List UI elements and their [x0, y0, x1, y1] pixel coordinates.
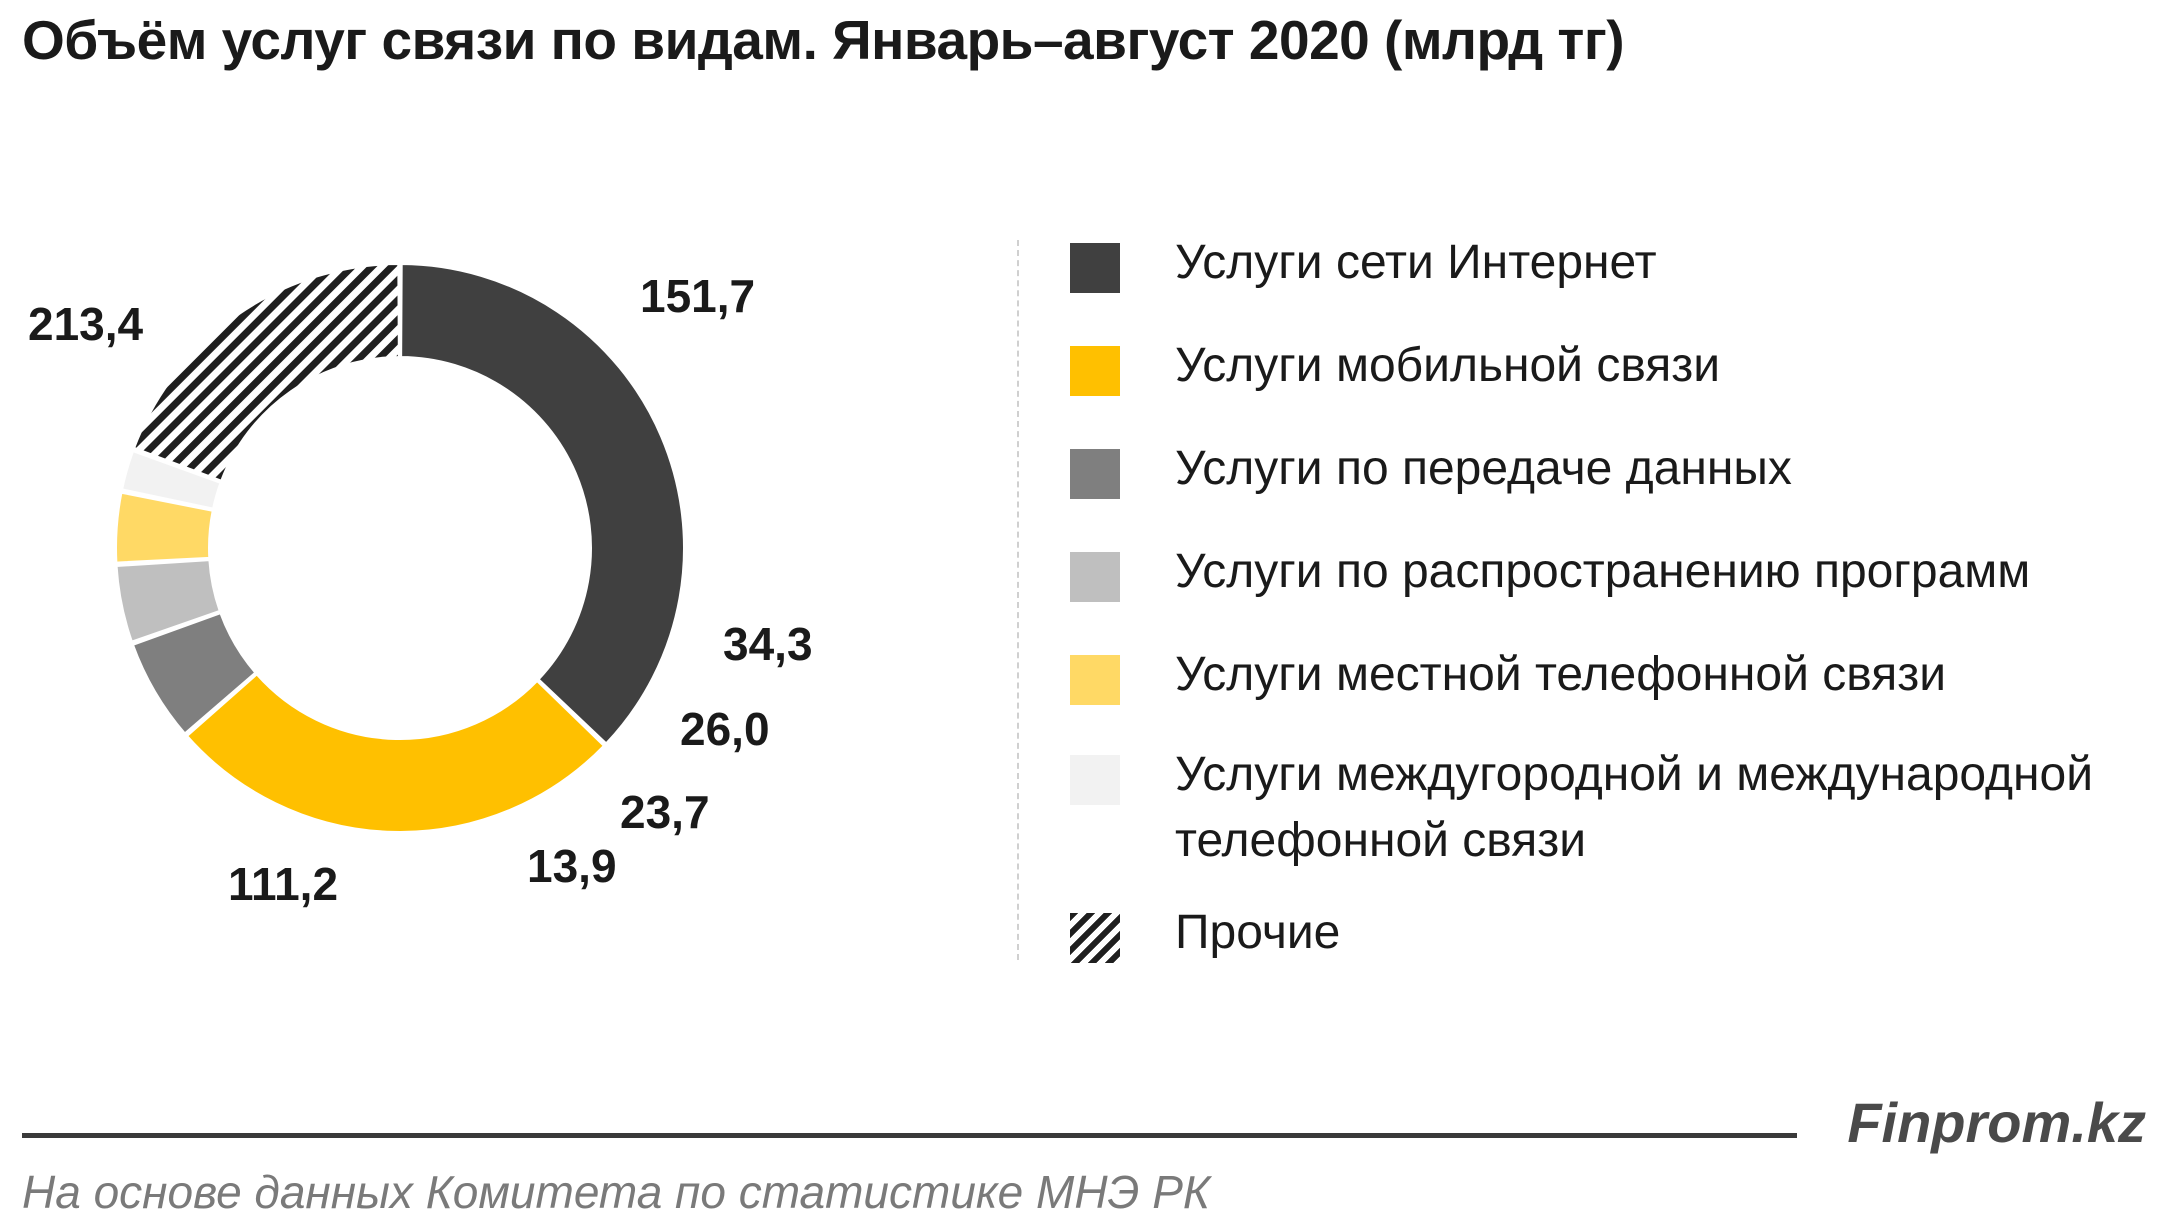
donut-slice: [132, 262, 400, 483]
legend-label: Услуги местной телефонной связи: [1175, 648, 1947, 701]
donut-slice: [400, 262, 685, 745]
donut-slice: [131, 611, 257, 735]
donut-slice: [185, 673, 606, 833]
legend-item-internet: Услуги сети Интернет: [1070, 230, 2155, 296]
source-note: На основе данных Комитета по статистике …: [22, 1166, 1211, 1218]
legend-label: Услуги по передаче данных: [1175, 442, 1792, 495]
donut-slice: [120, 449, 222, 510]
donut-slice: [115, 491, 214, 564]
data-label: 23,7: [620, 786, 710, 838]
legend-swatch: [1070, 449, 1120, 499]
legend-label: Услуги мобильной связи: [1175, 339, 1721, 392]
legend-item-local-telephony: Услуги местной телефонной связи: [1070, 642, 2155, 708]
legend-label: Услуги сети Интернет: [1175, 236, 1657, 289]
legend-item-long-distance: Услуги междугородной и международной тел…: [1070, 742, 2155, 874]
brand-logo: Finprom.kz: [1847, 1091, 2146, 1154]
legend-swatch: [1070, 755, 1120, 805]
legend-swatch: [1070, 552, 1120, 602]
legend-item-mobile: Услуги мобильной связи: [1070, 333, 2155, 399]
legend-label: Прочие: [1175, 906, 1341, 959]
chart-title: Объём услуг связи по видам. Январь–авгус…: [22, 9, 1625, 71]
donut-data-labels: 213,4 151,7 34,3 26,0 23,713,9 111,2: [28, 270, 813, 910]
legend-label: Услуги по распространению программ: [1175, 545, 2031, 598]
data-label: 111,2: [228, 858, 338, 910]
legend-item-data-transfer: Услуги по передаче данных: [1070, 436, 2155, 502]
data-label: 151,7: [640, 270, 755, 322]
donut-slice: [115, 559, 221, 643]
donut-slices: [115, 262, 685, 833]
legend-divider: [1017, 240, 1019, 960]
data-label: 213,4: [28, 298, 144, 350]
legend-swatch: [1070, 243, 1120, 293]
legend-swatch: [1070, 655, 1120, 705]
data-label: 26,0: [680, 703, 770, 755]
data-label: 13,9: [527, 840, 617, 892]
legend-swatch: [1070, 346, 1120, 396]
data-label: 34,3: [723, 618, 813, 670]
legend-swatch: [1070, 913, 1120, 963]
legend-item-broadcasting: Услуги по распространению программ: [1070, 539, 2155, 605]
legend-label: Услуги междугородной и международной тел…: [1175, 748, 2094, 867]
legend-item-other: Прочие: [1070, 900, 2155, 966]
footer-rule: [22, 1133, 1797, 1138]
